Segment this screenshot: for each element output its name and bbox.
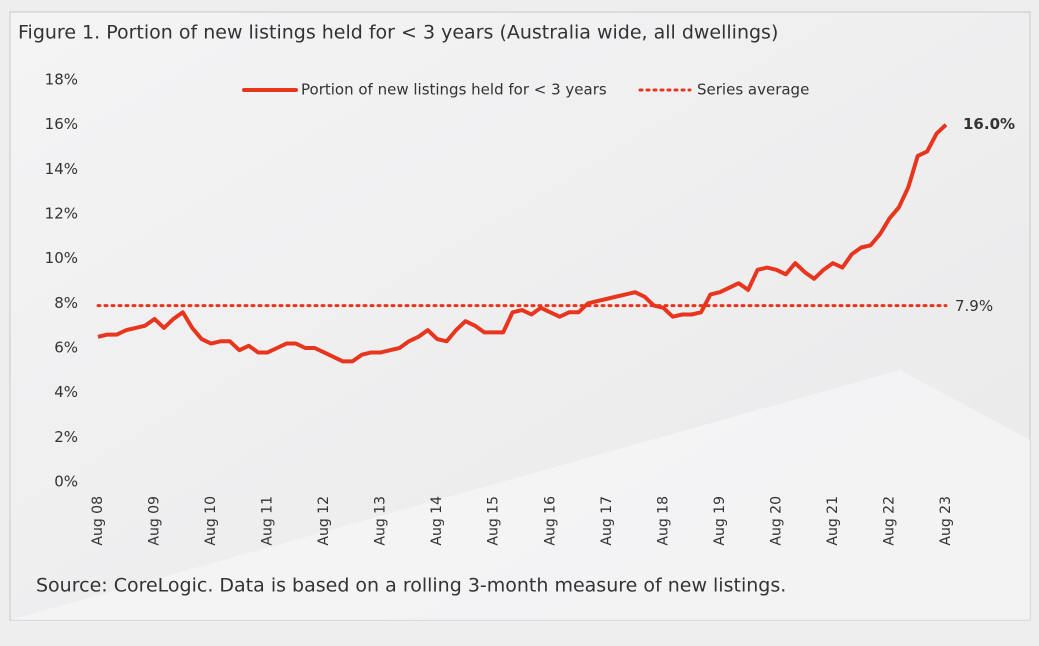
y-tick-label: 8%: [54, 294, 78, 312]
x-tick-label: Aug 20: [768, 496, 784, 546]
x-tick-label: Aug 18: [655, 496, 671, 546]
x-tick-label: Aug 13: [373, 496, 389, 546]
legend-label: Series average: [697, 81, 809, 99]
y-tick-label: 14%: [45, 160, 78, 178]
average-label: 7.9%: [955, 297, 993, 315]
x-tick-label: Aug 11: [260, 496, 276, 546]
y-tick-label: 4%: [54, 383, 78, 401]
y-tick-label: 18%: [45, 71, 78, 89]
x-tick-label: Aug 14: [429, 496, 445, 546]
end-value-label: 16.0%: [963, 115, 1015, 133]
x-tick-label: Aug 15: [486, 496, 502, 546]
x-tick-label: Aug 17: [599, 496, 615, 546]
source-note: Source: CoreLogic. Data is based on a ro…: [36, 575, 786, 597]
backdrop: [10, 370, 1030, 620]
x-tick-label: Aug 08: [90, 496, 106, 546]
x-tick-label: Aug 19: [712, 496, 728, 546]
y-tick-label: 16%: [45, 115, 78, 133]
y-tick-label: 6%: [54, 339, 78, 357]
x-tick-label: Aug 12: [316, 496, 332, 546]
y-tick-label: 10%: [45, 249, 78, 267]
y-tick-label: 12%: [45, 205, 78, 223]
x-tick-label: Aug 09: [147, 496, 163, 546]
data-line: [97, 123, 948, 364]
y-tick-label: 0%: [54, 473, 78, 491]
y-tick-label: 2%: [54, 428, 78, 446]
x-tick-label: Aug 23: [938, 496, 954, 546]
x-tick-label: Aug 21: [825, 496, 841, 546]
x-tick-label: Aug 22: [881, 496, 897, 546]
x-tick-label: Aug 10: [203, 496, 219, 546]
x-tick-label: Aug 16: [542, 496, 558, 546]
legend-label: Portion of new listings held for < 3 yea…: [301, 81, 607, 99]
chart-title: Figure 1. Portion of new listings held f…: [18, 22, 778, 44]
